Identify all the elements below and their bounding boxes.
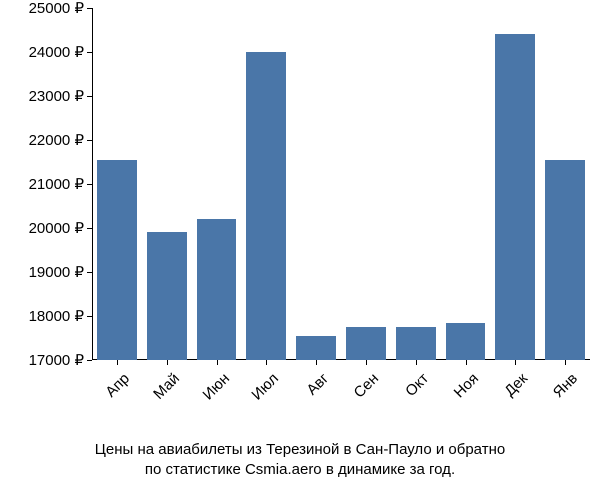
- y-tick-label: 20000 ₽: [29, 219, 84, 237]
- y-tick-label: 23000 ₽: [29, 87, 84, 105]
- caption-line-2: по статистике Csmia.aero в динамике за г…: [145, 461, 455, 478]
- y-tick-label: 19000 ₽: [29, 263, 84, 281]
- bar: [246, 52, 286, 360]
- y-tick-label: 25000 ₽: [29, 0, 84, 17]
- bar: [446, 323, 486, 360]
- bar: [147, 232, 187, 360]
- bar: [396, 327, 436, 360]
- y-tick-label: 24000 ₽: [29, 43, 84, 61]
- bar: [296, 336, 336, 360]
- price-chart: 17000 ₽ 18000 ₽ 19000 ₽ 20000 ₽ 21000 ₽ 22000…: [0, 0, 600, 500]
- bar: [197, 219, 237, 360]
- chart-caption: Цены на авиабилеты из Терезиной в Сан-Па…: [0, 440, 600, 481]
- y-tick-label: 17000 ₽: [29, 351, 84, 369]
- y-tick-label: 21000 ₽: [29, 175, 84, 193]
- y-tick-label: 22000 ₽: [29, 131, 84, 149]
- bar: [346, 327, 386, 360]
- bar: [495, 34, 535, 360]
- bar: [545, 160, 585, 360]
- bar: [97, 160, 137, 360]
- caption-line-1: Цены на авиабилеты из Терезиной в Сан-Па…: [95, 441, 505, 458]
- plot-area: [92, 8, 590, 360]
- y-tick-label: 18000 ₽: [29, 307, 84, 325]
